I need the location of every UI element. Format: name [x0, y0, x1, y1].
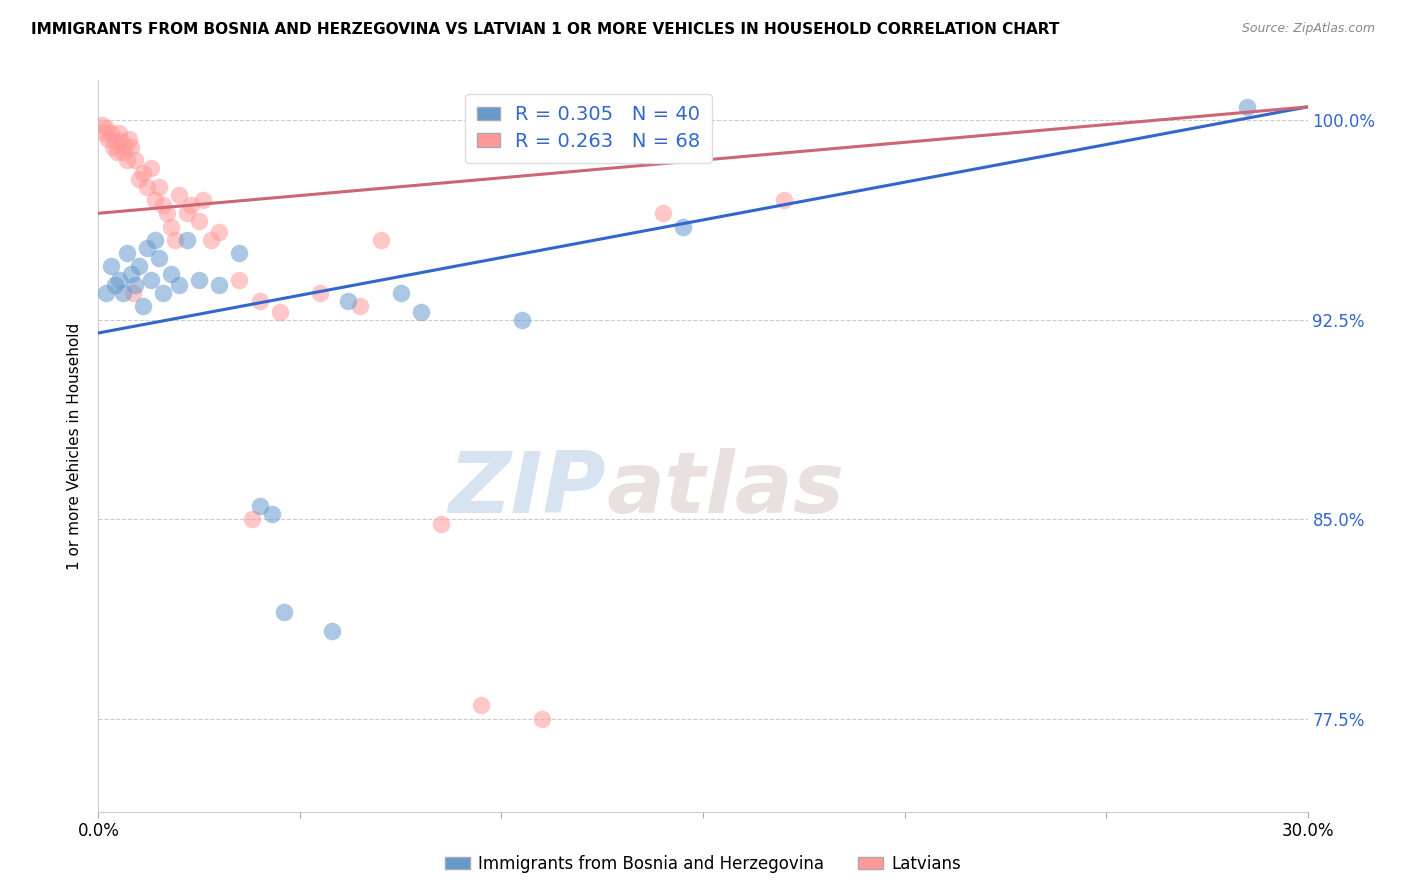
- Text: Source: ZipAtlas.com: Source: ZipAtlas.com: [1241, 22, 1375, 36]
- Point: [93, 127, 115, 141]
- Point: [111, 286, 134, 301]
- Point: [672, 219, 695, 234]
- Point: [249, 499, 271, 513]
- Point: [114, 140, 136, 154]
- Point: [115, 153, 138, 167]
- Point: [409, 304, 432, 318]
- Point: [430, 517, 453, 532]
- Point: [132, 299, 155, 313]
- Point: [228, 273, 250, 287]
- Point: [510, 312, 533, 326]
- Point: [152, 286, 174, 301]
- Point: [100, 260, 122, 274]
- Point: [208, 278, 231, 293]
- Point: [111, 145, 134, 160]
- Point: [107, 273, 129, 287]
- Point: [132, 166, 155, 180]
- Point: [1236, 100, 1258, 114]
- Point: [772, 193, 794, 207]
- Point: [273, 605, 295, 619]
- Point: [139, 161, 162, 175]
- Point: [120, 268, 142, 282]
- Text: IMMIGRANTS FROM BOSNIA AND HERZEGOVINA VS LATVIAN 1 OR MORE VEHICLES IN HOUSEHOL: IMMIGRANTS FROM BOSNIA AND HERZEGOVINA V…: [31, 22, 1059, 37]
- Point: [193, 193, 215, 207]
- Point: [143, 193, 166, 207]
- Point: [163, 233, 186, 247]
- Point: [200, 233, 222, 247]
- Point: [530, 712, 553, 726]
- Point: [101, 140, 124, 154]
- Point: [97, 132, 120, 146]
- Legend: R = 0.305   N = 40, R = 0.263   N = 68: R = 0.305 N = 40, R = 0.263 N = 68: [465, 94, 713, 162]
- Point: [128, 171, 150, 186]
- Point: [135, 241, 157, 255]
- Point: [124, 153, 146, 167]
- Point: [176, 233, 198, 247]
- Point: [240, 512, 263, 526]
- Point: [309, 286, 332, 301]
- Point: [188, 214, 211, 228]
- Point: [269, 304, 291, 318]
- Point: [249, 293, 271, 308]
- Point: [128, 260, 150, 274]
- Point: [167, 278, 190, 293]
- Point: [260, 507, 283, 521]
- Point: [470, 698, 492, 713]
- Point: [228, 246, 250, 260]
- Point: [115, 246, 138, 260]
- Point: [160, 268, 183, 282]
- Point: [121, 286, 143, 301]
- Point: [103, 135, 125, 149]
- Point: [156, 206, 179, 220]
- Point: [103, 278, 125, 293]
- Point: [110, 135, 132, 149]
- Point: [148, 179, 170, 194]
- Point: [188, 273, 211, 287]
- Point: [321, 624, 343, 638]
- Point: [107, 127, 129, 141]
- Point: [176, 206, 198, 220]
- Point: [152, 198, 174, 212]
- Y-axis label: 1 or more Vehicles in Household: 1 or more Vehicles in Household: [66, 322, 82, 570]
- Point: [180, 198, 202, 212]
- Point: [91, 119, 114, 133]
- Text: ZIP: ZIP: [449, 449, 606, 532]
- Text: atlas: atlas: [606, 449, 845, 532]
- Point: [208, 225, 231, 239]
- Point: [139, 273, 162, 287]
- Point: [96, 121, 118, 136]
- Point: [349, 299, 371, 313]
- Point: [651, 206, 673, 220]
- Point: [160, 219, 183, 234]
- Point: [167, 187, 190, 202]
- Point: [96, 286, 118, 301]
- Point: [124, 278, 146, 293]
- Point: [118, 132, 141, 146]
- Legend: Immigrants from Bosnia and Herzegovina, Latvians: Immigrants from Bosnia and Herzegovina, …: [439, 848, 967, 880]
- Point: [105, 145, 128, 160]
- Point: [100, 127, 122, 141]
- Point: [120, 140, 142, 154]
- Point: [370, 233, 392, 247]
- Point: [337, 293, 360, 308]
- Point: [389, 286, 412, 301]
- Point: [135, 179, 157, 194]
- Point: [148, 252, 170, 266]
- Point: [143, 233, 166, 247]
